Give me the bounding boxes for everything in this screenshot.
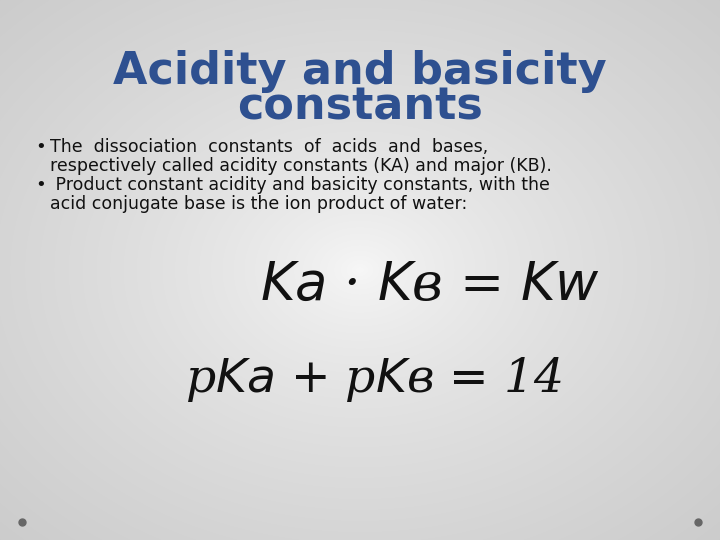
Text: Acidity and basicity: Acidity and basicity bbox=[113, 50, 607, 93]
Text: constants: constants bbox=[237, 85, 483, 128]
Text: •: • bbox=[35, 138, 46, 156]
Text: •: • bbox=[35, 176, 46, 194]
Text: p$\it{Ka}$ + p$\it{K}$в = 14: p$\it{Ka}$ + p$\it{K}$в = 14 bbox=[185, 355, 562, 404]
Text: The  dissociation  constants  of  acids  and  bases,: The dissociation constants of acids and … bbox=[50, 138, 488, 156]
Text: acid conjugate base is the ion product of water:: acid conjugate base is the ion product o… bbox=[50, 195, 467, 213]
Text: $\it{Ka}$ · $\it{K}$в = $\it{Kw}$: $\it{Ka}$ · $\it{K}$в = $\it{Kw}$ bbox=[260, 260, 600, 311]
Text: Product constant acidity and basicity constants, with the: Product constant acidity and basicity co… bbox=[50, 176, 550, 194]
Text: respectively called acidity constants (KA) and major (KB).: respectively called acidity constants (K… bbox=[50, 157, 552, 175]
